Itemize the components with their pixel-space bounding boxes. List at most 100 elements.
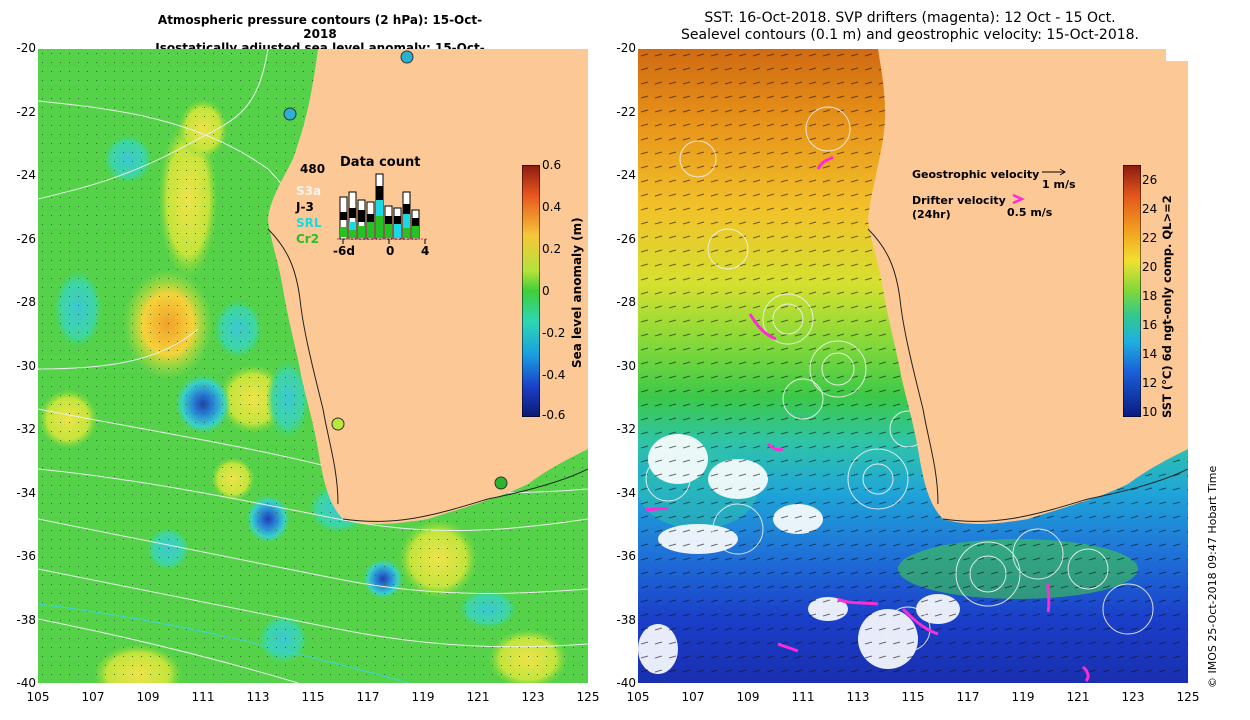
count-bar-j3 xyxy=(367,214,374,222)
y-tick-label: -24 xyxy=(616,168,636,182)
sst-colorbar-tick: 20 xyxy=(1142,260,1158,274)
geostrophic-scale-label: 1 m/s xyxy=(1042,178,1076,191)
right-title-line2: Sealevel contours (0.1 m) and geostrophi… xyxy=(680,27,1139,43)
count-bar-j3 xyxy=(358,210,365,222)
imos-footer: © IMOS 25-Oct-2018 09:47 Hobart Time xyxy=(1206,465,1219,688)
x-tick-label: 109 xyxy=(736,690,760,704)
sla-map-svg xyxy=(38,49,588,683)
right-title-line1: SST: 16-Oct-2018. SVP drifters (magenta)… xyxy=(704,10,1116,26)
sla-colorbar-tick: -0.6 xyxy=(542,408,566,422)
count-bar-j3 xyxy=(340,212,347,220)
count-bar-j3 xyxy=(394,216,401,224)
y-tick-label: -22 xyxy=(616,105,636,119)
y-tick-label: -30 xyxy=(616,359,636,373)
x-tick-label: 115 xyxy=(301,690,325,704)
count-bar-j3 xyxy=(412,218,419,226)
right-panel-title: SST: 16-Oct-2018. SVP drifters (magenta)… xyxy=(650,10,1170,44)
y-tick-label: -32 xyxy=(616,422,636,436)
y-tick-label: -20 xyxy=(616,41,636,55)
drifter-arrow-icon xyxy=(1012,193,1026,205)
sst-colorbar-tick: 10 xyxy=(1142,405,1158,419)
x-tick-label: 105 xyxy=(26,690,50,704)
inset-title: Data count xyxy=(340,155,421,170)
x-tick-label: 121 xyxy=(466,690,490,704)
y-tick-label: -22 xyxy=(16,105,36,119)
count-bar-cr2 xyxy=(367,222,374,238)
y-tick-label: -24 xyxy=(16,168,36,182)
sst-colorbar-tick: 18 xyxy=(1142,289,1158,303)
count-bar-cr2 xyxy=(358,226,365,238)
sst-colorbar-tick: 12 xyxy=(1142,376,1158,390)
drifter-tracks xyxy=(645,155,1090,683)
y-tick-label: -32 xyxy=(16,422,36,436)
sla-colorbar-tick: -0.2 xyxy=(542,326,566,340)
data-count-bars xyxy=(339,173,420,240)
sst-colorbar-tick: 14 xyxy=(1142,347,1158,361)
sst-colorbar-tick: 26 xyxy=(1142,173,1158,187)
y-tick-label: -36 xyxy=(16,549,36,563)
x-tick-label: 113 xyxy=(846,690,870,704)
sla-colorbar-label: Sea level anomaly (m) xyxy=(570,217,584,368)
x-tick-label: 125 xyxy=(576,690,600,704)
x-tick-label: 115 xyxy=(901,690,925,704)
count-bar-srl xyxy=(394,224,401,238)
sst-colorbar-tick: 24 xyxy=(1142,202,1158,216)
x-tick-label: 107 xyxy=(81,690,105,704)
count-bar-j3 xyxy=(385,216,392,224)
x-tick-label: 109 xyxy=(136,690,160,704)
sla-colorbar-tick: 0.2 xyxy=(542,242,562,256)
inset-series-j3: J-3 xyxy=(296,200,314,214)
sla-colorbar-tick: 0 xyxy=(542,284,550,298)
y-tick-label: -34 xyxy=(616,486,636,500)
inset-max-label: 480 xyxy=(300,162,326,176)
sst-map xyxy=(638,49,1188,683)
count-bar-srl xyxy=(403,214,410,228)
y-tick-label: -26 xyxy=(16,232,36,246)
sla-colorbar-tick: -0.4 xyxy=(542,368,566,382)
y-tick-label: -38 xyxy=(616,613,636,627)
drifter-velocity-label: Drifter velocity xyxy=(912,194,1006,207)
inset-series-s3a: S3a xyxy=(296,184,322,198)
count-bar-cr2 xyxy=(385,224,392,238)
y-tick-label: -26 xyxy=(616,232,636,246)
y-tick-label: -34 xyxy=(16,486,36,500)
inset-series-srl: SRL xyxy=(296,216,322,230)
count-bar-srl xyxy=(376,200,383,216)
tide-gauge-marker xyxy=(283,107,297,121)
count-bar-cr2 xyxy=(376,216,383,238)
count-bar-cr2 xyxy=(340,227,347,237)
x-tick-label: 105 xyxy=(626,690,650,704)
y-tick-label: -40 xyxy=(16,676,36,690)
x-tick-label: 119 xyxy=(411,690,435,704)
y-tick-label: -38 xyxy=(16,613,36,627)
x-tick-label: 123 xyxy=(521,690,545,704)
sea-level-anomaly-map xyxy=(38,49,588,683)
y-tick-label: -20 xyxy=(16,41,36,55)
tide-gauge-marker xyxy=(494,476,508,490)
sst-colorbar-tick: 16 xyxy=(1142,318,1158,332)
x-tick-label: 121 xyxy=(1066,690,1090,704)
inset-series-cr2: Cr2 xyxy=(296,232,320,246)
sla-colorbar xyxy=(522,165,540,417)
x-tick-label: 123 xyxy=(1121,690,1145,704)
tide-gauge-marker xyxy=(331,417,345,431)
sla-colorbar-tick: 0.6 xyxy=(542,158,562,172)
x-tick-label: 113 xyxy=(246,690,270,704)
sla-colorbar-tick: 0.4 xyxy=(542,200,562,214)
x-tick-label: 117 xyxy=(956,690,980,704)
sst-colorbar-tick: 22 xyxy=(1142,231,1158,245)
y-tick-label: -40 xyxy=(616,676,636,690)
inset-x-label-start: -6d xyxy=(333,244,355,258)
geostrophic-velocity-label: Geostrophic velocity xyxy=(912,168,1040,181)
drifter-scale-label: 0.5 m/s xyxy=(1007,206,1053,219)
x-tick-label: 125 xyxy=(1176,690,1200,704)
x-tick-label: 107 xyxy=(681,690,705,704)
x-tick-label: 111 xyxy=(791,690,815,704)
left-title-line1: Atmospheric pressure contours (2 hPa): 1… xyxy=(157,13,483,41)
tide-gauge-marker xyxy=(400,50,414,64)
count-bar-cr2 xyxy=(349,230,356,238)
count-bar-j3 xyxy=(349,208,356,218)
count-bar-j3 xyxy=(376,186,383,200)
x-tick-label: 117 xyxy=(356,690,380,704)
sst-map-svg xyxy=(638,49,1188,683)
